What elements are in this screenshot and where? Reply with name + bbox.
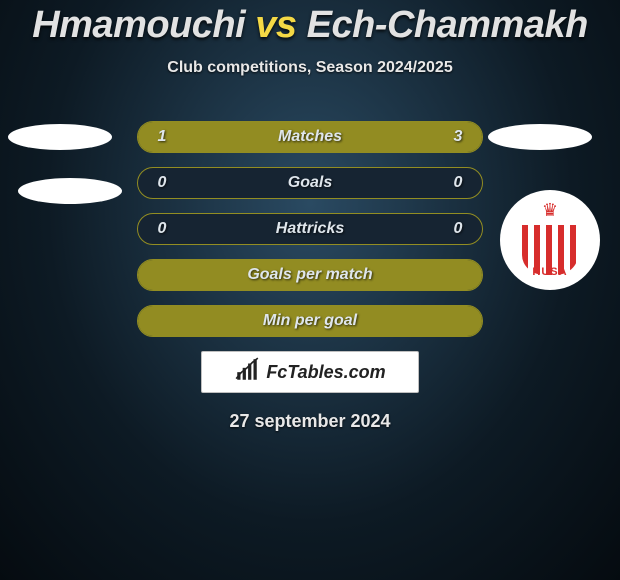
stat-left-value: 0 (154, 220, 170, 238)
stat-row-min-per-goal: Min per goal (137, 305, 483, 337)
brand-box[interactable]: FcTables.com (201, 351, 419, 393)
stat-row-goals-per-match: Goals per match (137, 259, 483, 291)
stat-left-value: 0 (154, 174, 170, 192)
stat-fill-left (138, 122, 224, 152)
brand-text: FcTables.com (266, 362, 385, 383)
stat-label: Min per goal (263, 312, 357, 330)
player1-name: Hmamouchi (32, 4, 245, 46)
player1-avatar-top (8, 124, 112, 150)
stat-label: Hattricks (276, 220, 344, 238)
bar-chart-icon (234, 357, 260, 388)
stat-right-value: 0 (450, 220, 466, 238)
crown-icon: ♛ (542, 201, 558, 219)
player2-name: Ech-Chammakh (307, 4, 588, 46)
player2-avatar-top (488, 124, 592, 150)
date-label: 27 september 2024 (0, 411, 620, 432)
subtitle: Club competitions, Season 2024/2025 (0, 59, 620, 77)
stat-row-matches: 1 Matches 3 (137, 121, 483, 153)
stat-label: Goals (288, 174, 332, 192)
page-title: Hmamouchi vs Ech-Chammakh (0, 4, 620, 47)
stat-label: Matches (278, 128, 342, 146)
stat-right-value: 0 (450, 174, 466, 192)
stat-right-value: 3 (450, 128, 466, 146)
stat-row-goals: 0 Goals 0 (137, 167, 483, 199)
vs-label: vs (255, 4, 296, 46)
player2-club-badge: ♛ HUSA (500, 180, 600, 300)
stat-fill-right (224, 122, 482, 152)
stat-label: Goals per match (247, 266, 372, 284)
player1-avatar-bottom (18, 178, 122, 204)
stat-row-hattricks: 0 Hattricks 0 (137, 213, 483, 245)
badge-text: HUSA (532, 266, 567, 278)
stat-left-value: 1 (154, 128, 170, 146)
